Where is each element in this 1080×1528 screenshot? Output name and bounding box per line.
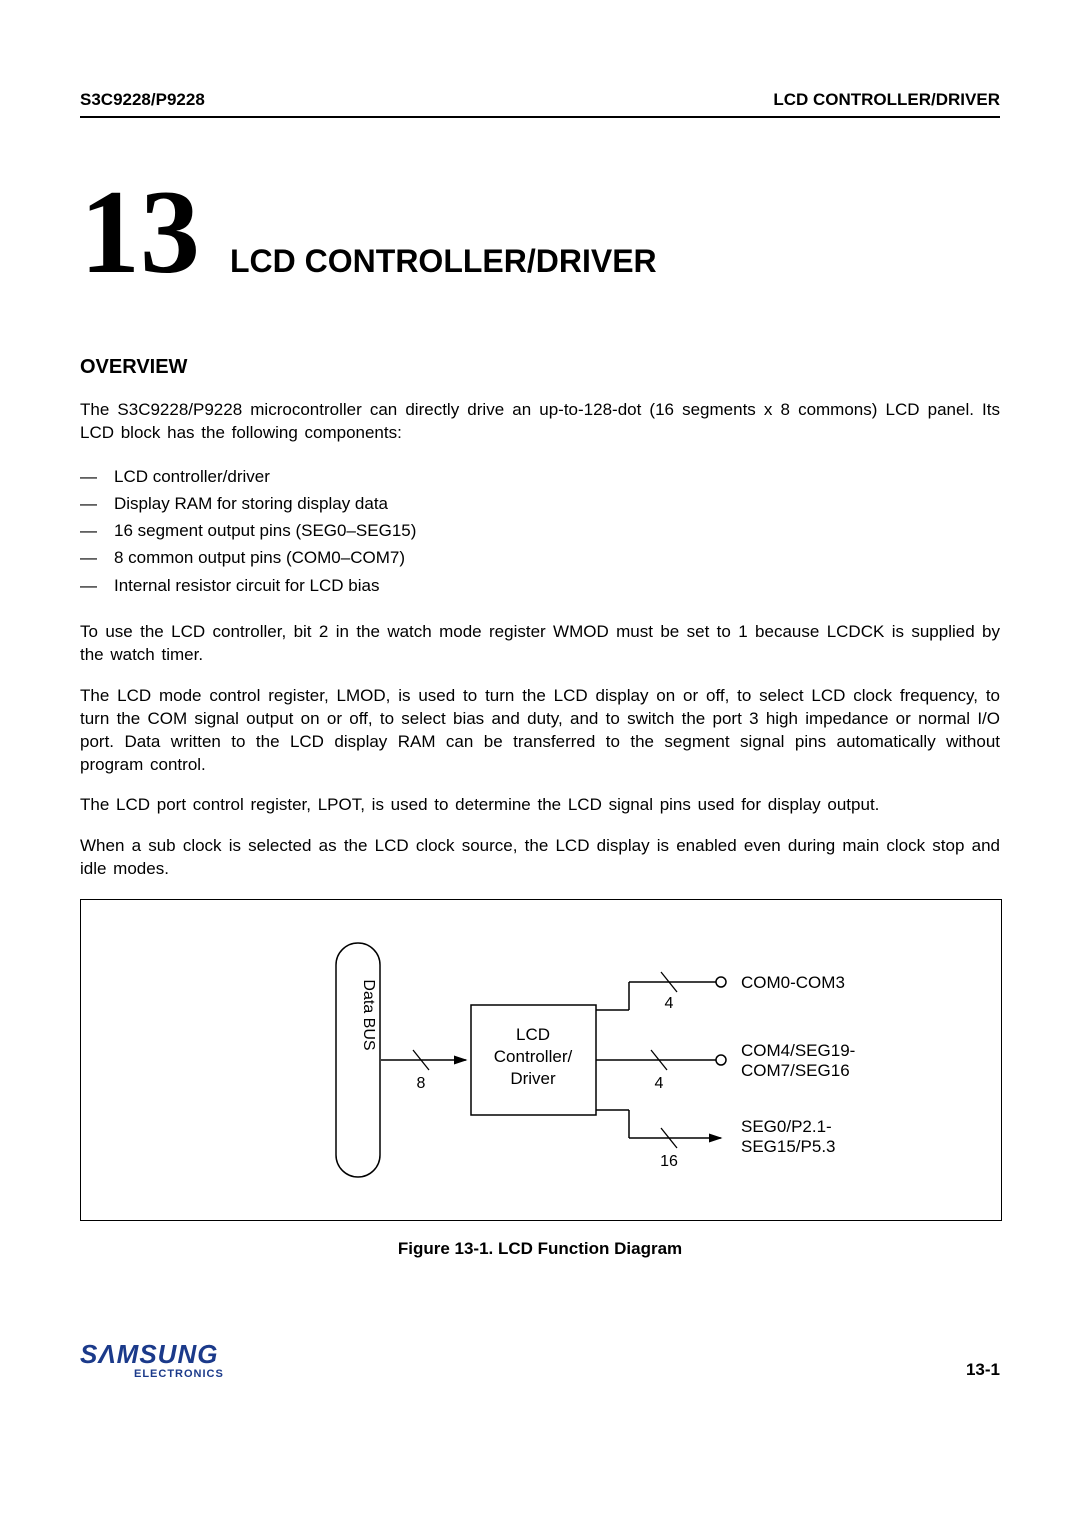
output-mid-width: 4 (655, 1075, 664, 1092)
list-item: Internal resistor circuit for LCD bias (80, 572, 1000, 599)
chapter-title: LCD CONTROLLER/DRIVER (230, 243, 657, 280)
output-mid-label-l2: COM7/SEG16 (741, 1061, 850, 1080)
header-left: S3C9228/P9228 (80, 90, 205, 110)
data-bus-label: Data BUS (360, 980, 377, 1051)
data-bus: Data BUS (336, 943, 380, 1177)
list-item: 16 segment output pins (SEG0–SEG15) (80, 517, 1000, 544)
component-list: LCD controller/driver Display RAM for st… (80, 463, 1000, 599)
page-footer: SΛMSUNG ELECTRONICS 13-1 (80, 1339, 1000, 1380)
overview-para-4: The LCD port control register, LPOT, is … (80, 794, 1000, 817)
page-header: S3C9228/P9228 LCD CONTROLLER/DRIVER (80, 90, 1000, 118)
output-mid-label-l1: COM4/SEG19- (741, 1041, 855, 1060)
bus-to-block-arrow: 8 (381, 1050, 466, 1092)
header-right: LCD CONTROLLER/DRIVER (773, 90, 1000, 110)
bus-width-label: 8 (417, 1075, 426, 1092)
list-item: 8 common output pins (COM0–COM7) (80, 544, 1000, 571)
section-overview-heading: OVERVIEW (80, 356, 1000, 379)
overview-para-3: The LCD mode control register, LMOD, is … (80, 685, 1000, 777)
lcd-controller-block: LCD Controller/ Driver (471, 1005, 596, 1115)
figure-box: Data BUS 8 LCD Controller/ Driver (80, 899, 1002, 1221)
logo-main-text: SΛMSUNG (80, 1339, 224, 1370)
lcd-function-diagram: Data BUS 8 LCD Controller/ Driver (81, 900, 1001, 1220)
output-bot-width: 16 (660, 1153, 678, 1170)
output-top-width: 4 (665, 995, 674, 1012)
page-number: 13-1 (966, 1360, 1000, 1380)
list-item: Display RAM for storing display data (80, 490, 1000, 517)
block-label-l1: LCD (516, 1025, 550, 1044)
block-label-l3: Driver (510, 1069, 556, 1088)
overview-para-1: The S3C9228/P9228 microcontroller can di… (80, 399, 1000, 445)
output-top: 4 COM0-COM3 (596, 972, 845, 1012)
figure-caption: Figure 13-1. LCD Function Diagram (80, 1239, 1000, 1259)
samsung-logo: SΛMSUNG ELECTRONICS (80, 1339, 224, 1380)
list-item: LCD controller/driver (80, 463, 1000, 490)
logo-sub-text: ELECTRONICS (134, 1368, 224, 1380)
block-label-l2: Controller/ (494, 1047, 573, 1066)
overview-para-2: To use the LCD controller, bit 2 in the … (80, 621, 1000, 667)
output-middle: 4 COM4/SEG19- COM7/SEG16 (596, 1041, 855, 1092)
chapter-heading: 13 LCD CONTROLLER/DRIVER (80, 178, 1000, 286)
output-top-label: COM0-COM3 (741, 973, 845, 992)
chapter-number: 13 (80, 178, 200, 286)
output-bot-label-l1: SEG0/P2.1- (741, 1117, 832, 1136)
output-bottom: 16 SEG0/P2.1- SEG15/P5.3 (596, 1110, 836, 1170)
output-bot-label-l2: SEG15/P5.3 (741, 1137, 836, 1156)
overview-para-5: When a sub clock is selected as the LCD … (80, 835, 1000, 881)
